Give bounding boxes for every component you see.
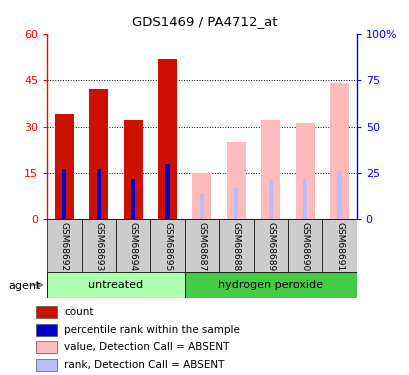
Text: GSM68688: GSM68688	[231, 222, 240, 271]
Bar	[226, 142, 245, 219]
Bar	[234, 188, 238, 219]
Bar	[261, 120, 279, 219]
FancyBboxPatch shape	[81, 219, 116, 272]
Bar	[329, 83, 348, 219]
FancyBboxPatch shape	[253, 219, 287, 272]
Bar	[295, 123, 314, 219]
Text: hydrogen peroxide: hydrogen peroxide	[218, 280, 322, 290]
Bar	[89, 90, 108, 219]
Bar	[55, 114, 74, 219]
Text: agent: agent	[8, 281, 40, 291]
Text: untreated: untreated	[88, 280, 143, 290]
Bar	[158, 58, 177, 219]
Bar	[36, 359, 56, 370]
FancyBboxPatch shape	[116, 219, 150, 272]
Text: GDS1469 / PA4712_at: GDS1469 / PA4712_at	[132, 15, 277, 28]
Text: value, Detection Call = ABSENT: value, Detection Call = ABSENT	[64, 342, 229, 352]
FancyBboxPatch shape	[287, 219, 321, 272]
Bar	[36, 306, 56, 318]
Bar	[131, 178, 135, 219]
Text: count: count	[64, 307, 93, 317]
Text: GSM68694: GSM68694	[128, 222, 137, 271]
FancyBboxPatch shape	[184, 219, 218, 272]
Bar	[268, 178, 272, 219]
Text: percentile rank within the sample: percentile rank within the sample	[64, 325, 239, 334]
Bar	[36, 341, 56, 353]
Bar	[62, 169, 66, 219]
Text: GSM68691: GSM68691	[334, 222, 343, 271]
Bar	[165, 164, 169, 219]
FancyBboxPatch shape	[47, 219, 81, 272]
Text: GSM68695: GSM68695	[163, 222, 172, 271]
Bar	[199, 194, 204, 219]
Bar	[192, 173, 211, 219]
Text: rank, Detection Call = ABSENT: rank, Detection Call = ABSENT	[64, 360, 224, 370]
FancyBboxPatch shape	[47, 272, 184, 298]
Text: GSM68692: GSM68692	[60, 222, 69, 271]
Bar	[337, 171, 341, 219]
Text: GSM68687: GSM68687	[197, 222, 206, 271]
Bar	[302, 178, 306, 219]
FancyBboxPatch shape	[218, 219, 253, 272]
FancyBboxPatch shape	[184, 272, 356, 298]
Bar	[36, 324, 56, 336]
Text: GSM68693: GSM68693	[94, 222, 103, 271]
Bar	[124, 120, 142, 219]
Text: GSM68689: GSM68689	[265, 222, 274, 271]
FancyBboxPatch shape	[321, 219, 356, 272]
Text: GSM68690: GSM68690	[300, 222, 309, 271]
Bar	[97, 169, 101, 219]
FancyBboxPatch shape	[150, 219, 184, 272]
